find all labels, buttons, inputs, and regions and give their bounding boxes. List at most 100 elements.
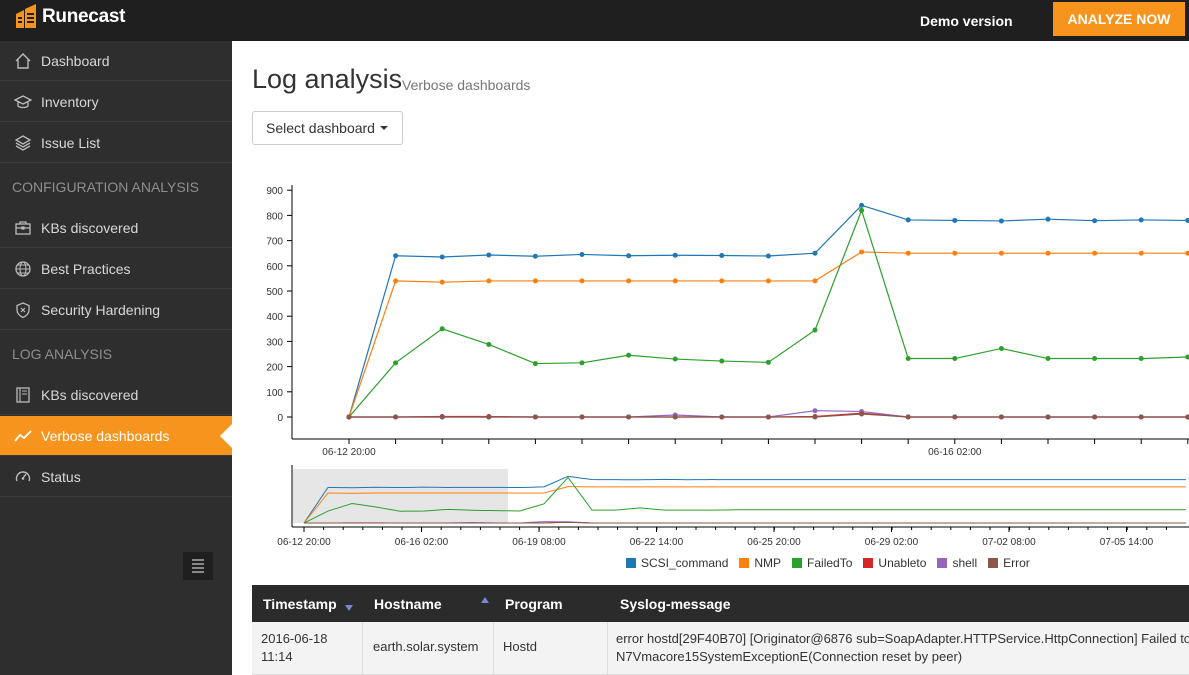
select-dashboard-dropdown[interactable]: Select dashboard xyxy=(252,111,403,145)
cell-syslog-message: error hostd[29F40B70] [Originator@6876 s… xyxy=(616,630,1189,666)
data-point xyxy=(486,414,492,420)
legend-swatch xyxy=(792,558,803,568)
sidebar-item-label: Dashboard xyxy=(41,52,110,69)
data-point xyxy=(719,414,725,420)
data-point xyxy=(812,408,818,414)
data-point xyxy=(346,414,352,420)
data-point xyxy=(532,361,538,367)
data-point xyxy=(859,249,865,255)
data-point xyxy=(1092,356,1098,362)
data-point xyxy=(812,327,818,333)
series-line-scsi_command xyxy=(348,204,1188,418)
data-point xyxy=(1185,354,1189,360)
data-point xyxy=(579,251,585,257)
legend-item[interactable]: NMP xyxy=(739,556,781,570)
home-icon xyxy=(14,52,32,70)
legend-item[interactable]: Error xyxy=(988,556,1030,570)
main-line-chart[interactable]: 0 100 200 300 400 500 600 700 800 900 06-12 20:00 0… xyxy=(252,178,1189,463)
data-point xyxy=(905,414,911,420)
legend-item[interactable]: shell xyxy=(937,556,977,570)
legend-label: shell xyxy=(952,556,978,570)
overview-series-nmp xyxy=(303,486,1186,524)
data-point xyxy=(486,341,492,347)
data-point xyxy=(765,359,771,365)
y-tick-label: 100 xyxy=(266,388,283,399)
legend-swatch xyxy=(988,558,999,568)
col-timestamp-label: Timestamp xyxy=(263,596,337,612)
data-point xyxy=(672,278,678,284)
data-point xyxy=(905,356,911,362)
legend-item[interactable]: FailedTo xyxy=(792,556,852,570)
col-program[interactable]: Program xyxy=(505,596,563,612)
sidebar-item-security-hardening[interactable]: Security Hardening xyxy=(0,290,232,330)
sidebar-item-dashboard[interactable]: Dashboard xyxy=(0,41,232,81)
sidebar-item-label: Security Hardening xyxy=(41,301,161,318)
sidebar-item-verbose-dashboards[interactable]: Verbose dashboards xyxy=(0,416,232,456)
menu-bar xyxy=(192,571,204,573)
sort-asc-icon xyxy=(481,597,489,603)
sidebar-item-label: Issue List xyxy=(41,134,101,151)
data-point xyxy=(765,414,771,420)
timestamp-date: 2016-06-18 xyxy=(261,631,328,646)
col-syslog-message[interactable]: Syslog-message xyxy=(620,596,731,612)
data-point xyxy=(393,360,399,366)
data-point xyxy=(486,252,492,258)
section-config-analysis: CONFIGURATION ANALYSIS xyxy=(12,179,199,195)
sidebar-item-label: KBs discovered xyxy=(41,219,139,236)
data-point xyxy=(626,352,632,358)
line-chart-icon xyxy=(14,427,32,445)
data-point xyxy=(439,279,445,285)
briefcase-icon xyxy=(14,219,32,237)
data-point xyxy=(1092,250,1098,256)
table-row[interactable]: 2016-06-18 11:14 earth.solar.system Host… xyxy=(252,622,1189,675)
sidebar-item-label: Verbose dashboards xyxy=(41,427,170,444)
data-point xyxy=(1092,414,1098,420)
legend-label: NMP xyxy=(754,556,782,570)
sidebar-item-issue-list[interactable]: Issue List xyxy=(0,123,232,163)
data-point xyxy=(812,414,818,420)
timestamp-time: 11:14 xyxy=(261,649,293,664)
data-point xyxy=(859,411,865,417)
top-bar: Runecast Demo version ANALYZE NOW xyxy=(0,0,1189,41)
sidebar-item-best-practices[interactable]: Best Practices xyxy=(0,249,232,289)
table-header: Timestamp Hostname Program Syslog-messag… xyxy=(252,585,1189,622)
data-point xyxy=(1185,250,1189,256)
col-timestamp[interactable]: Timestamp xyxy=(263,596,353,612)
sort-desc-icon xyxy=(344,605,353,611)
brand-logo[interactable]: Runecast xyxy=(14,4,125,30)
cell-timestamp: 2016-06-18 11:14 xyxy=(261,630,328,666)
overview-range-chart[interactable]: 06-12 20:00 06-16 02:00 06-19 08:00 06-22 1… xyxy=(252,465,1189,550)
data-point xyxy=(952,356,958,362)
data-point xyxy=(719,252,725,258)
col-hostname[interactable]: Hostname xyxy=(374,596,442,612)
data-point xyxy=(905,250,911,256)
data-point xyxy=(1138,414,1144,420)
column-divider xyxy=(493,622,494,675)
data-point xyxy=(1138,217,1144,223)
shield-icon xyxy=(14,301,32,319)
data-point xyxy=(439,326,445,332)
runecast-logo-icon xyxy=(16,4,36,28)
data-point xyxy=(532,253,538,259)
sidebar-item-log-kbs[interactable]: KBs discovered xyxy=(0,375,232,415)
data-point xyxy=(998,345,1004,351)
legend-label: Error xyxy=(1003,556,1030,570)
menu-bar xyxy=(192,567,204,569)
y-tick-label: 500 xyxy=(266,287,283,298)
sidebar-item-status[interactable]: Status xyxy=(0,457,232,497)
overview-x-tick-label: 06-12 20:00 xyxy=(277,537,331,548)
legend-swatch xyxy=(626,558,636,568)
data-point xyxy=(439,254,445,260)
legend-item[interactable]: SCSI_command xyxy=(626,556,728,570)
data-point xyxy=(579,360,585,366)
series-line-nmp xyxy=(348,251,1188,418)
globe-icon xyxy=(14,260,32,278)
analyze-now-button[interactable]: ANALYZE NOW xyxy=(1053,2,1185,36)
data-point xyxy=(952,250,958,256)
sidebar-item-label: Status xyxy=(41,468,81,485)
sidebar-item-inventory[interactable]: Inventory xyxy=(0,82,232,122)
legend-item[interactable]: Unableto xyxy=(863,556,926,570)
sidebar-item-config-kbs[interactable]: KBs discovered xyxy=(0,208,232,248)
sidebar-collapse-button[interactable] xyxy=(183,552,213,580)
data-point xyxy=(439,414,445,420)
